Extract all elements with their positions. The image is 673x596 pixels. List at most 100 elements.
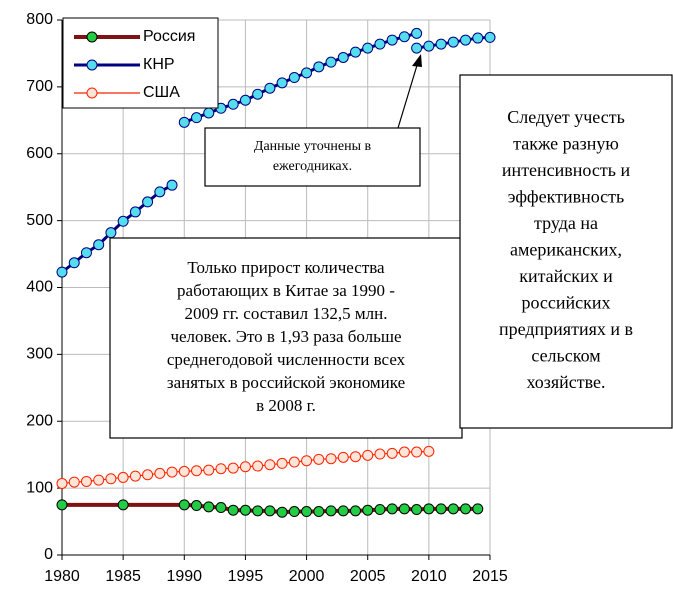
marker [56,477,68,489]
annotation-text: в 2008 г. [256,396,316,415]
marker [301,455,313,467]
x-tick-label: 2005 [350,568,386,585]
marker [325,453,337,465]
annotation-text: работающих в Китае за 1990 - [177,281,395,300]
annotation-text: среднегодовой численности всех [167,350,406,369]
marker [460,34,472,46]
marker [374,448,386,460]
y-tick-label: 300 [26,346,53,363]
annotation-text: интенсивность и [502,160,631,180]
y-tick-label: 800 [26,11,53,28]
marker [374,38,386,50]
annotation-text: китайских и [519,266,613,286]
marker [411,446,423,458]
y-tick-label: 0 [44,546,53,563]
marker [447,36,459,48]
marker [227,462,239,474]
marker [105,227,117,239]
marker [460,503,472,515]
marker [178,116,190,128]
marker [447,503,459,515]
marker [472,503,484,515]
annotation-text: предприятиях и в [499,319,633,339]
annotation-text: Следует учесть [507,107,625,127]
marker [288,72,300,84]
annotation-box [109,237,463,439]
x-tick-label: 2000 [289,568,325,585]
annotation-box [459,74,673,429]
marker [386,34,398,46]
x-tick-label: 1985 [105,568,141,585]
annotation-text: сельском [531,346,600,366]
marker [276,506,288,518]
marker [166,466,178,478]
marker [215,502,227,514]
marker [239,504,251,516]
marker [288,506,300,518]
marker [411,27,423,39]
marker [337,451,349,463]
marker [313,453,325,465]
marker [313,61,325,73]
arrow-head [412,54,422,67]
marker [276,457,288,469]
marker [154,186,166,198]
marker [142,196,154,208]
y-tick-label: 100 [26,479,53,496]
annotation-text: Данные уточнены в [254,139,372,154]
marker [386,447,398,459]
x-tick-label: 2010 [411,568,447,585]
marker [288,456,300,468]
annotation-text: человек. Это в 1,93 раза больше [170,327,401,346]
annotation-text: эффективность [508,187,624,207]
marker [362,449,374,461]
y-tick-label: 200 [26,412,53,429]
marker [117,215,129,227]
marker [227,504,239,516]
annotation-text: ежегодниках. [273,159,352,174]
marker [374,504,386,516]
marker [252,88,264,100]
marker [129,470,141,482]
marker [239,94,251,106]
marker [154,467,166,479]
marker [423,445,435,457]
marker [129,206,141,218]
marker [435,503,447,515]
marker [472,32,484,44]
annotation-text: российских [521,293,610,313]
annotation-text: Только прирост количества [187,258,385,277]
marker [227,98,239,110]
marker [93,474,105,486]
marker [301,506,313,518]
marker [337,51,349,63]
x-tick-label: 2015 [472,568,508,585]
marker [325,505,337,517]
x-tick-label: 1995 [228,568,264,585]
marker [142,469,154,481]
y-tick-label: 400 [26,279,53,296]
marker [349,451,361,463]
marker [411,504,423,516]
marker [276,77,288,89]
marker [252,460,264,472]
marker [484,31,496,43]
marker [56,499,68,511]
legend-marker [86,87,98,99]
legend-label: КНР [143,56,175,73]
annotation-text: американских, [510,240,622,260]
legend-marker [86,59,98,71]
marker [191,112,203,124]
marker [386,503,398,515]
marker [252,505,264,517]
marker [362,42,374,54]
annotation-text: хозяйстве. [526,372,605,392]
marker [362,504,374,516]
marker [349,505,361,517]
marker [191,465,203,477]
y-tick-label: 700 [26,78,53,95]
marker [68,257,80,269]
marker [203,501,215,513]
annotation-box [204,127,421,187]
